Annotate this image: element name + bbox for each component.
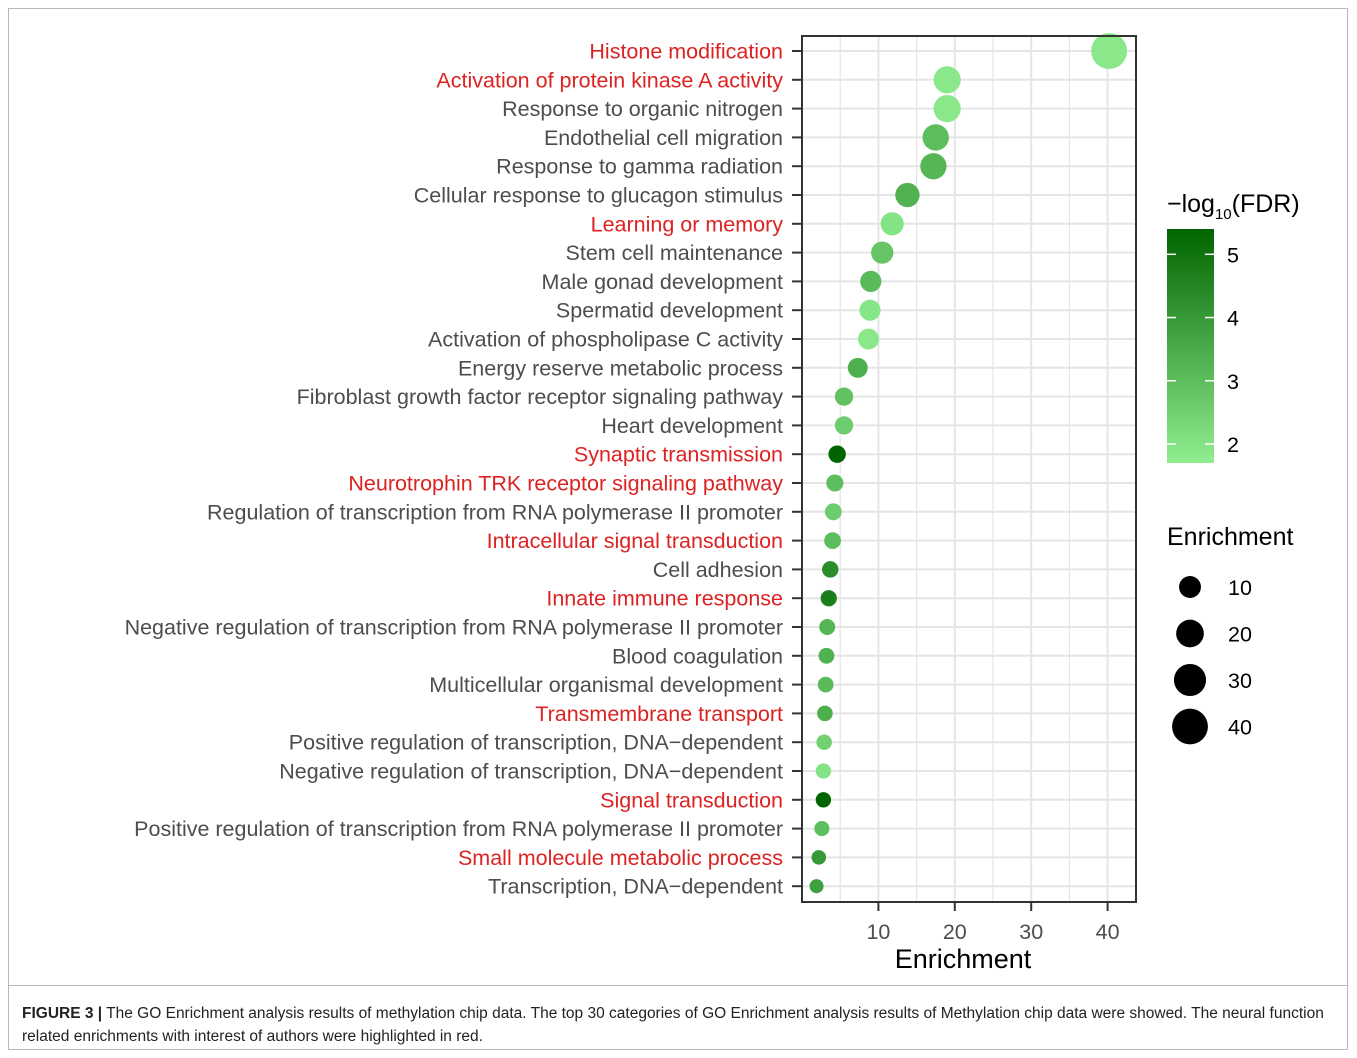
- data-point: [822, 561, 839, 578]
- plot-panel-border: [801, 35, 1137, 903]
- y-tick-label: Response to organic nitrogen: [502, 97, 783, 121]
- size-legend-label: 30: [1228, 669, 1252, 693]
- data-point: [857, 328, 879, 350]
- y-tick-label: Activation of phospholipase C activity: [428, 328, 783, 352]
- y-tick-label: Negative regulation of transcription, DN…: [279, 760, 783, 784]
- data-point: [819, 619, 836, 635]
- caption-text: The GO Enrichment analysis results of me…: [22, 1005, 1324, 1045]
- color-legend-title-rest: (FDR): [1232, 190, 1300, 218]
- colorbar-tick-label: 2: [1227, 433, 1239, 457]
- size-legend-dot: [1173, 663, 1207, 697]
- y-tick-label: Innate immune response: [546, 587, 783, 611]
- size-legend-title: Enrichment: [1167, 523, 1293, 551]
- y-tick-label: Transcription, DNA−dependent: [488, 875, 783, 899]
- y-tick-label: Cellular response to glucagon stimulus: [414, 184, 783, 208]
- y-tick-label: Positive regulation of transcription, DN…: [289, 731, 783, 755]
- y-tick-label: Neurotrophin TRK receptor signaling path…: [348, 472, 783, 496]
- y-axis: Histone modification Activation of protei…: [125, 40, 802, 899]
- data-point: [814, 821, 830, 837]
- x-tick-label: 10: [866, 920, 890, 944]
- data-point: [824, 532, 841, 549]
- y-tick-label: Small molecule metabolic process: [458, 846, 783, 870]
- data-point: [834, 416, 854, 435]
- size-legend: Enrichment 10 20 30 40: [1167, 523, 1293, 745]
- y-tick-label: Regulation of transcription from RNA pol…: [207, 500, 783, 524]
- size-legend-dot: [1172, 708, 1208, 745]
- colorbar-tick-label: 3: [1227, 370, 1239, 394]
- size-legend-label: 20: [1228, 623, 1252, 647]
- y-tick-label: Response to gamma radiation: [496, 155, 783, 179]
- y-tick-label: Intracellular signal transduction: [487, 529, 783, 553]
- y-tick-label: Activation of protein kinase A activity: [436, 68, 783, 92]
- data-point: [818, 647, 835, 664]
- y-tick-label: Multicellular organismal development: [429, 673, 783, 697]
- data-point: [820, 590, 837, 607]
- y-tick-label: Heart development: [601, 414, 783, 438]
- data-point: [880, 212, 904, 236]
- data-point: [860, 270, 882, 292]
- figure-caption: FIGURE 3 | The GO Enrichment analysis re…: [22, 1002, 1332, 1048]
- data-point: [871, 241, 894, 264]
- y-tick-label: Blood coagulation: [612, 644, 783, 668]
- x-tick-label: 20: [943, 920, 967, 944]
- size-legend-dot: [1176, 619, 1204, 648]
- color-legend: −log10(FDR) 2 3 4 5: [1167, 190, 1300, 463]
- size-legend-label: 40: [1228, 716, 1252, 740]
- y-tick-label: Energy reserve metabolic process: [458, 356, 783, 380]
- y-tick-label: Cell adhesion: [653, 558, 783, 582]
- figure-label: FIGURE 3 |: [22, 1005, 103, 1022]
- data-point: [1091, 33, 1128, 69]
- y-tick-label: Histone modification: [589, 40, 783, 64]
- data-point: [809, 879, 824, 894]
- data-point: [811, 850, 827, 865]
- x-tick-label: 30: [1019, 920, 1043, 944]
- y-tick-label: Signal transduction: [600, 788, 783, 812]
- data-point: [859, 299, 881, 321]
- x-axis: 10 20 30 40: [866, 902, 1120, 944]
- size-legend-keys: 10 20 30 40: [1172, 576, 1252, 745]
- y-tick-label: Transmembrane transport: [535, 702, 783, 726]
- data-point: [826, 474, 844, 492]
- points-layer: [809, 33, 1128, 894]
- data-point: [847, 357, 868, 378]
- y-tick-label: Fibroblast growth factor receptor signal…: [297, 385, 784, 409]
- y-tick-label: Endothelial cell migration: [544, 126, 783, 150]
- y-tick-label: Learning or memory: [591, 212, 784, 236]
- data-point: [895, 182, 920, 208]
- data-point: [815, 763, 832, 779]
- data-point: [933, 95, 961, 123]
- data-point: [920, 153, 947, 180]
- colorbar-tick-label: 4: [1227, 307, 1239, 331]
- data-point: [933, 66, 961, 94]
- size-legend-label: 10: [1228, 576, 1252, 600]
- data-point: [816, 734, 832, 750]
- color-legend-title-main: −log: [1167, 190, 1215, 218]
- color-legend-title-sub: 10: [1215, 206, 1232, 223]
- y-tick-label: Male gonad development: [542, 270, 783, 294]
- data-point: [815, 792, 832, 808]
- data-point: [828, 445, 846, 463]
- y-tick-label: Synaptic transmission: [574, 443, 783, 467]
- plot-grid: [802, 36, 1136, 902]
- colorbar-tick-label: 5: [1227, 243, 1239, 267]
- data-point: [824, 503, 842, 521]
- data-point: [817, 705, 833, 722]
- x-axis-title: Enrichment: [895, 944, 1032, 974]
- y-tick-label: Stem cell maintenance: [566, 241, 784, 265]
- data-point: [817, 676, 834, 693]
- y-tick-label: Negative regulation of transcription fro…: [125, 616, 783, 640]
- size-legend-dot: [1179, 576, 1201, 598]
- caption-separator: [9, 985, 1347, 986]
- go-enrichment-chart: Histone modification Activation of protei…: [125, 33, 1300, 974]
- data-point: [834, 387, 854, 406]
- y-tick-label: Spermatid development: [556, 299, 783, 323]
- x-tick-label: 40: [1096, 920, 1120, 944]
- y-tick-label: Positive regulation of transcription fro…: [134, 817, 783, 841]
- colorbar-ticks: 2 3 4 5: [1167, 243, 1239, 457]
- data-point: [922, 124, 949, 151]
- color-legend-title: −log10(FDR): [1167, 190, 1300, 223]
- figure-frame: [8, 8, 1348, 1050]
- color-legend-bar: [1167, 229, 1214, 463]
